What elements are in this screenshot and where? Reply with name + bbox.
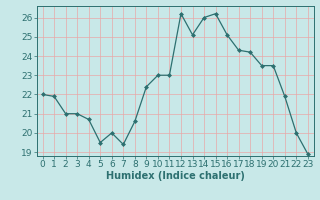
X-axis label: Humidex (Indice chaleur): Humidex (Indice chaleur) <box>106 171 244 181</box>
